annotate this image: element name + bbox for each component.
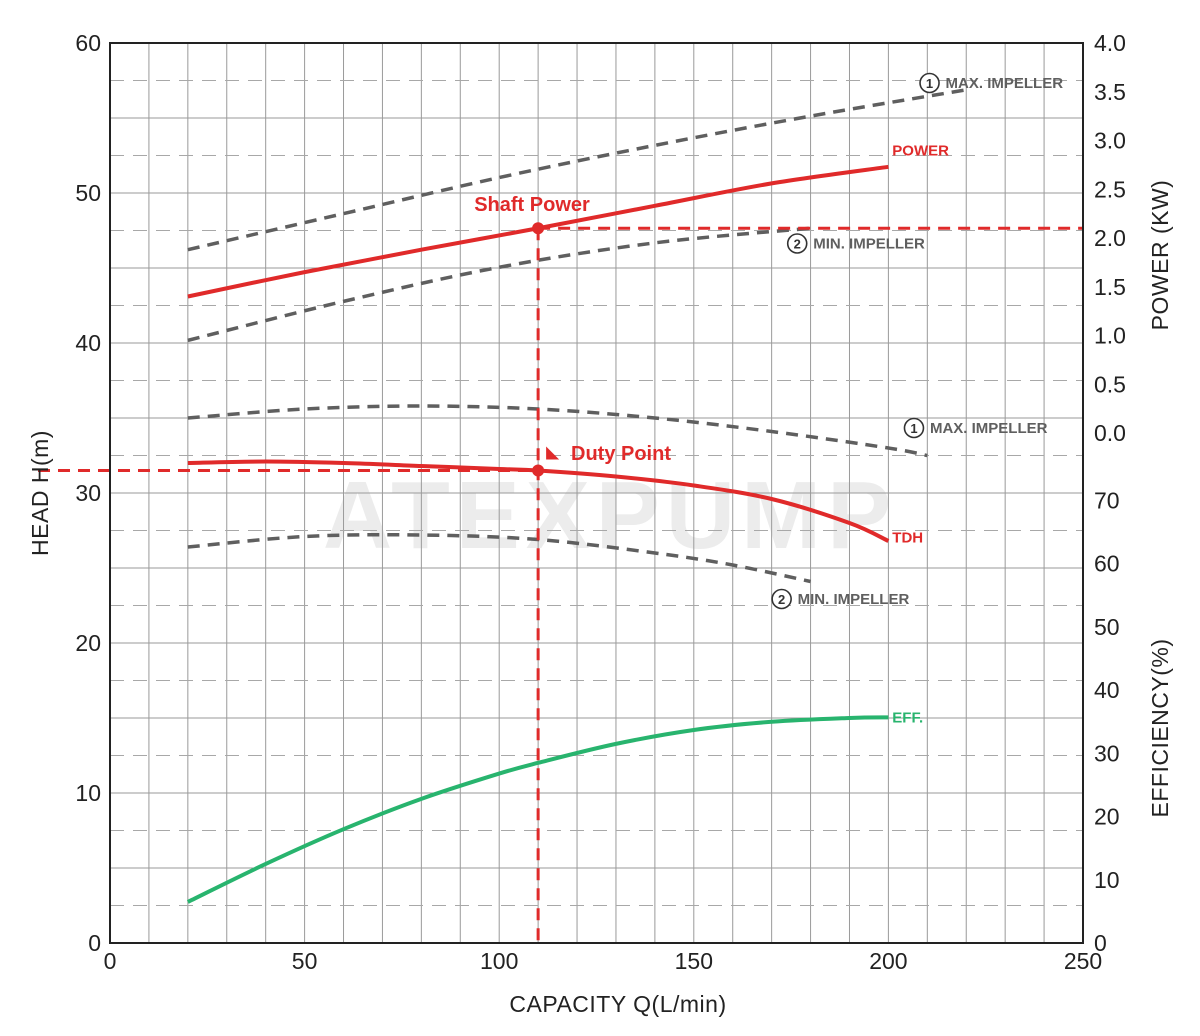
power-tick-label: 2.5 xyxy=(1094,176,1126,202)
power-tick-label: 3.5 xyxy=(1094,79,1126,105)
curve-label-tdh: TDH xyxy=(892,530,923,547)
watermark: ATEXPUMP xyxy=(323,462,897,569)
y-axis-title-head: HEAD H(m) xyxy=(27,430,53,556)
x-tick-label: 200 xyxy=(869,948,907,974)
duty-point-marker xyxy=(532,464,545,477)
power-tick-label: 3.0 xyxy=(1094,128,1126,154)
power-tick-label: 0.5 xyxy=(1094,371,1126,397)
efficiency-tick-label: 70 xyxy=(1094,488,1120,514)
impeller-2-head-min-impeller-curve xyxy=(187,532,811,584)
axes: 0 50 100 150 200 25001020304050600.00.51.01.5… xyxy=(75,30,1126,974)
impeller-number: 1 xyxy=(926,76,933,91)
efficiency-tick-label: 50 xyxy=(1094,614,1120,640)
x-tick-label: 250 xyxy=(1064,948,1102,974)
efficiency-tick-label: 30 xyxy=(1094,740,1120,766)
duty-point-label: Duty Point xyxy=(571,443,671,465)
shaft-power-label: Shaft Power xyxy=(474,194,590,216)
impeller-number: 1 xyxy=(910,421,917,436)
power-tick-label: 2.0 xyxy=(1094,225,1126,251)
impeller-number-badge xyxy=(786,233,808,254)
power-tick-label: 4.0 xyxy=(1094,30,1126,56)
curve-labels: POWER 1 MAX. IMPELLER 2 MIN. IMPELLER 1 MAX. I… xyxy=(771,72,1064,727)
head-tick-label: 60 xyxy=(75,30,101,56)
y-axis-title-power: POWER (KW) xyxy=(1147,180,1173,331)
curve-label-power: POWER xyxy=(892,143,949,160)
efficiency-tick-label: 20 xyxy=(1094,804,1120,830)
x-tick-label: 0 xyxy=(104,948,117,974)
curve-label-max-power: MAX. IMPELLER xyxy=(946,75,1064,92)
power-tick-label: 1.5 xyxy=(1094,274,1126,300)
curve-label-min-head: MIN. IMPELLER xyxy=(798,591,910,608)
curve-label-max-head: MAX. IMPELLER xyxy=(930,420,1048,437)
duty-guides xyxy=(38,222,1083,943)
power-tick-label: 0.0 xyxy=(1094,420,1126,446)
head-tick-label: 0 xyxy=(88,930,101,956)
impeller-number-badge xyxy=(771,588,792,610)
impeller-number-badge xyxy=(919,72,940,94)
efficiency-tick-label: 60 xyxy=(1094,551,1120,577)
impeller-number-badge xyxy=(903,417,925,439)
x-tick-label: 100 xyxy=(480,948,518,974)
impeller-1-head-max-impeller-curve xyxy=(187,404,928,458)
power-tick-label: 1.0 xyxy=(1094,323,1126,349)
efficiency-tick-label: 10 xyxy=(1094,867,1120,893)
head-tick-label: 30 xyxy=(75,480,101,506)
shaft-power-marker xyxy=(532,222,545,235)
impeller-1-power-max-impeller-curve xyxy=(187,88,967,252)
head-tick-label: 10 xyxy=(75,780,101,806)
head-tick-label: 40 xyxy=(75,330,101,356)
curve-label-min-power: MIN. IMPELLER xyxy=(813,236,925,253)
x-tick-label: 50 xyxy=(292,948,318,974)
curve-label-eff: EFF. xyxy=(892,710,923,727)
impeller-2-power-min-impeller-curve xyxy=(187,226,811,343)
head-tick-label: 50 xyxy=(75,180,101,206)
impeller-number: 2 xyxy=(794,237,801,252)
head-tick-label: 20 xyxy=(75,630,101,656)
x-axis-title: CAPACITY Q(L/min) xyxy=(509,991,726,1017)
y-axis-title-efficiency: EFFICIENCY(%) xyxy=(1147,639,1173,818)
plot-frame xyxy=(109,42,1084,944)
duty-point-arrow-icon xyxy=(546,446,560,460)
efficiency-tick-label: 0 xyxy=(1094,930,1107,956)
impeller-number: 2 xyxy=(778,592,785,607)
efficiency-tick-label: 40 xyxy=(1094,677,1120,703)
x-tick-label: 150 xyxy=(675,948,713,974)
grid xyxy=(109,42,1084,944)
eff-eff-curve xyxy=(186,715,889,904)
